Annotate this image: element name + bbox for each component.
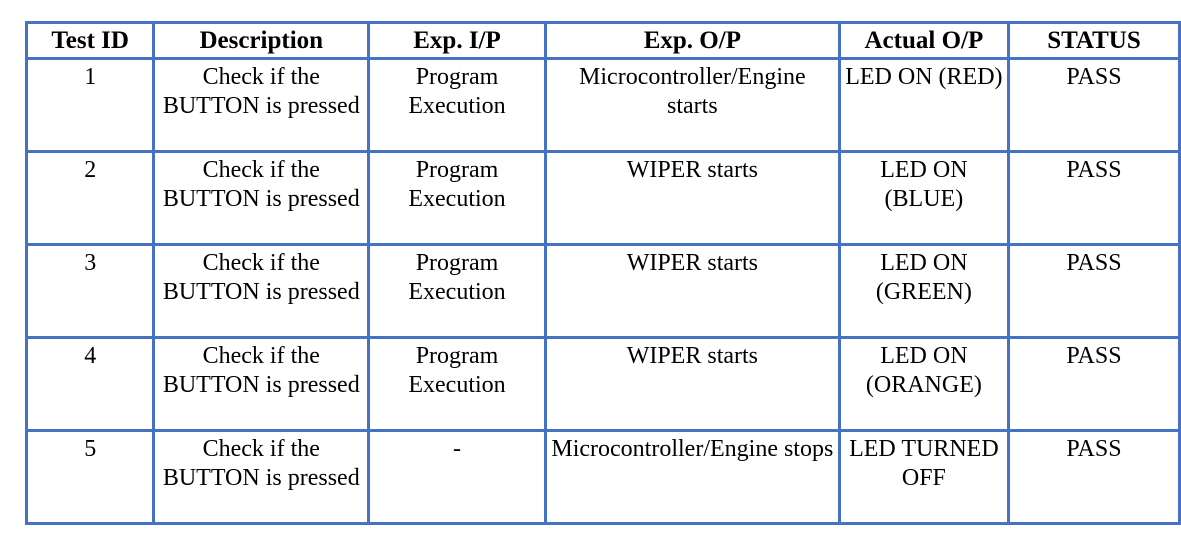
cell-actual-output: LED TURNED OFF bbox=[837, 429, 1010, 525]
table-header-row: Test ID Description Exp. I/P Exp. O/P Ac… bbox=[24, 21, 1181, 60]
cell-expected-output: WIPER starts bbox=[543, 336, 841, 432]
cell-actual-output: LED ON (ORANGE) bbox=[837, 336, 1010, 432]
cell-expected-output: Microcontroller/Engine starts bbox=[543, 57, 841, 153]
cell-test-id: 2 bbox=[24, 150, 156, 246]
cell-actual-output: LED ON (BLUE) bbox=[837, 150, 1010, 246]
cell-status: PASS bbox=[1006, 150, 1181, 246]
cell-description: Check if the BUTTON is pressed bbox=[152, 429, 371, 525]
cell-expected-input: Program Execution bbox=[367, 150, 547, 246]
cell-status: PASS bbox=[1006, 57, 1181, 153]
cell-test-id: 3 bbox=[24, 243, 156, 339]
cell-description: Check if the BUTTON is pressed bbox=[152, 336, 371, 432]
cell-expected-input: - bbox=[367, 429, 547, 525]
cell-status: PASS bbox=[1006, 336, 1181, 432]
cell-expected-input: Program Execution bbox=[367, 243, 547, 339]
cell-expected-output: WIPER starts bbox=[543, 243, 841, 339]
header-status: STATUS bbox=[1006, 21, 1181, 60]
header-expected-input: Exp. I/P bbox=[367, 21, 547, 60]
cell-expected-input: Program Execution bbox=[367, 336, 547, 432]
header-expected-output: Exp. O/P bbox=[543, 21, 841, 60]
cell-test-id: 1 bbox=[24, 57, 156, 153]
cell-expected-output: WIPER starts bbox=[543, 150, 841, 246]
cell-expected-input: Program Execution bbox=[367, 57, 547, 153]
cell-status: PASS bbox=[1006, 429, 1181, 525]
cell-actual-output: LED ON (RED) bbox=[837, 57, 1010, 153]
cell-test-id: 4 bbox=[24, 336, 156, 432]
header-actual-output: Actual O/P bbox=[837, 21, 1010, 60]
table-row: 2 Check if the BUTTON is pressed Program… bbox=[24, 150, 1181, 246]
cell-description: Check if the BUTTON is pressed bbox=[152, 150, 371, 246]
cell-actual-output: LED ON (GREEN) bbox=[837, 243, 1010, 339]
cell-description: Check if the BUTTON is pressed bbox=[152, 243, 371, 339]
table-row: 3 Check if the BUTTON is pressed Program… bbox=[24, 243, 1181, 339]
table-row: 5 Check if the BUTTON is pressed - Micro… bbox=[24, 429, 1181, 525]
table-row: 1 Check if the BUTTON is pressed Program… bbox=[24, 57, 1181, 153]
table-row: 4 Check if the BUTTON is pressed Program… bbox=[24, 336, 1181, 432]
cell-description: Check if the BUTTON is pressed bbox=[152, 57, 371, 153]
header-description: Description bbox=[152, 21, 371, 60]
cell-expected-output: Microcontroller/Engine stops bbox=[543, 429, 841, 525]
header-test-id: Test ID bbox=[24, 21, 156, 60]
cell-status: PASS bbox=[1006, 243, 1181, 339]
test-case-table: Test ID Description Exp. I/P Exp. O/P Ac… bbox=[24, 21, 1181, 525]
cell-test-id: 5 bbox=[24, 429, 156, 525]
